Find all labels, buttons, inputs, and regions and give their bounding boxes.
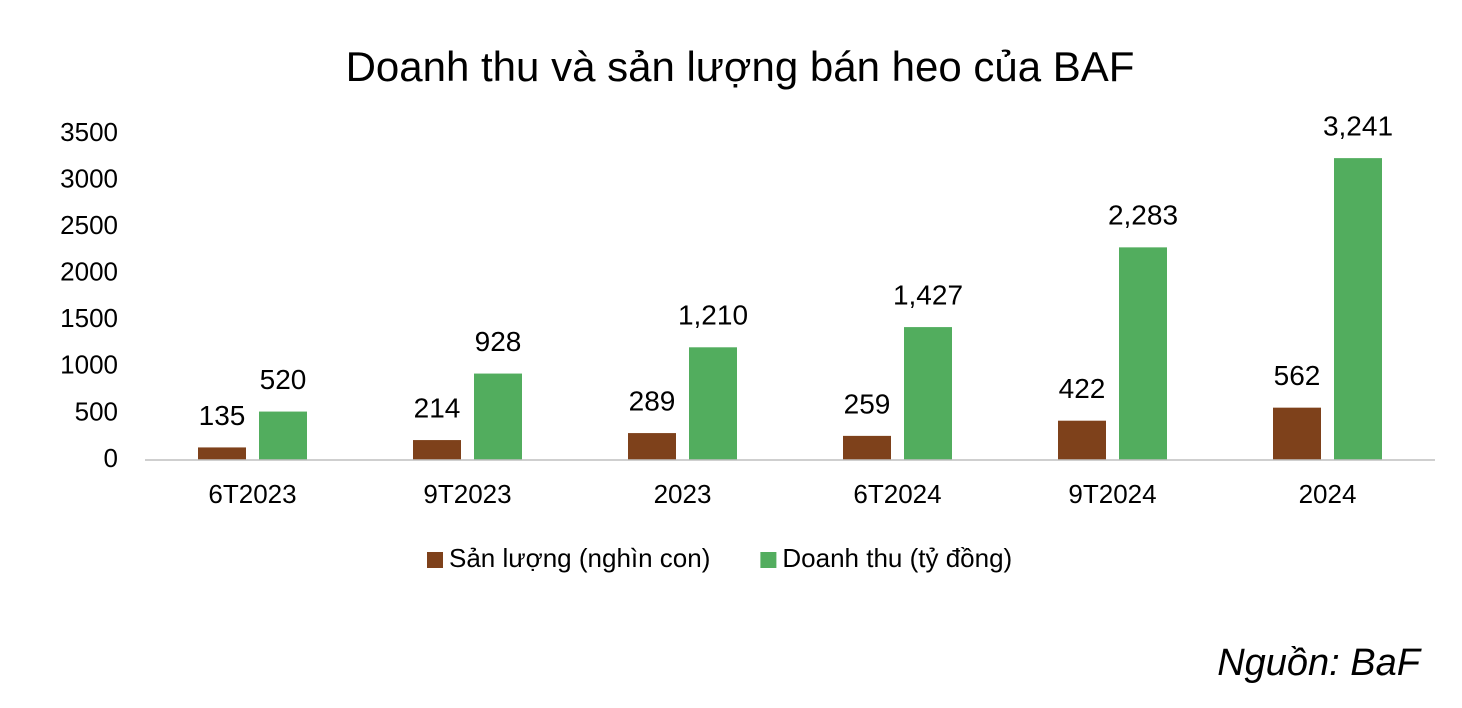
x-tick-label: 6T2023 [208,479,296,509]
x-tick-label: 6T2024 [853,479,941,509]
legend-label: Sản lượng (nghìn con) [449,543,710,573]
data-label: 562 [1274,360,1321,391]
y-tick-label: 500 [75,396,118,426]
bar [904,327,952,460]
data-label: 928 [475,326,522,357]
data-label: 3,241 [1323,111,1393,142]
data-label: 2,283 [1108,200,1178,231]
data-label: 259 [844,388,891,419]
data-label: 1,210 [678,300,748,331]
data-label: 135 [199,400,246,431]
legend-swatch [760,552,777,568]
y-tick-label: 1500 [60,303,118,333]
bar [1058,420,1106,460]
y-tick-label: 1000 [60,350,118,380]
bar [413,440,461,460]
chart-title: Doanh thu và sản lượng bán heo của BAF [346,43,1135,90]
data-label: 289 [629,385,676,416]
y-tick-label: 2000 [60,257,118,287]
data-label: 520 [260,364,307,395]
x-tick-label: 2024 [1299,479,1357,509]
bar [628,433,676,460]
y-tick-label: 2500 [60,210,118,240]
data-label: 1,427 [893,279,963,310]
bar [1334,158,1382,460]
bar [843,435,891,460]
bar [689,347,737,460]
legend-label: Doanh thu (tỷ đồng) [782,543,1012,573]
bar [259,411,307,460]
x-tick-label: 9T2023 [423,479,511,509]
y-tick-label: 3000 [60,163,118,193]
x-tick-label: 2023 [654,479,712,509]
legend-swatch [427,552,443,568]
y-tick-label: 3500 [60,117,118,147]
y-tick-label: 0 [104,443,118,473]
bar [474,373,522,460]
x-tick-label: 9T2024 [1068,479,1156,509]
bar [198,447,246,460]
data-label: 422 [1059,373,1106,404]
source: Nguồn: BaF [1217,642,1422,684]
bar [1119,247,1167,460]
bar [1273,407,1321,460]
data-label: 214 [414,392,461,423]
